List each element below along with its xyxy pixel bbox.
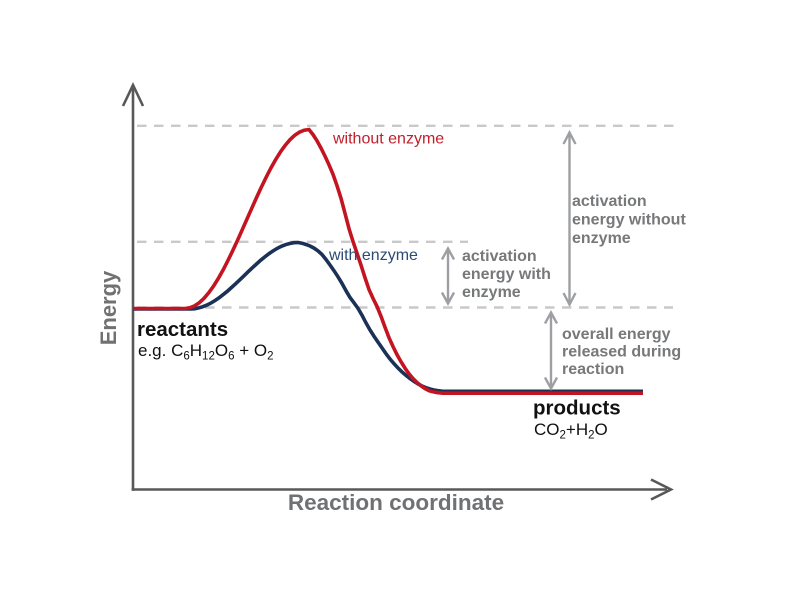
svg-text:enzyme: enzyme: [462, 284, 521, 301]
svg-text:CO2+H2O: CO2+H2O: [534, 420, 608, 442]
svg-text:activation: activation: [572, 193, 647, 210]
svg-text:energy with: energy with: [462, 266, 551, 283]
svg-text:e.g. C6H12O6 + O2: e.g. C6H12O6 + O2: [138, 341, 274, 363]
svg-text:with enzyme: with enzyme: [328, 247, 418, 264]
svg-text:Energy: Energy: [96, 270, 121, 345]
svg-text:Reaction coordinate: Reaction coordinate: [288, 490, 504, 515]
svg-text:enzyme: enzyme: [572, 230, 631, 247]
svg-text:energy without: energy without: [572, 212, 686, 229]
svg-text:without enzyme: without enzyme: [332, 131, 444, 148]
svg-text:reactants: reactants: [137, 318, 228, 341]
svg-text:overall energy: overall energy: [562, 326, 671, 343]
svg-text:products: products: [533, 397, 621, 420]
svg-text:reaction: reaction: [562, 361, 624, 378]
svg-text:activation: activation: [462, 248, 537, 265]
svg-text:released during: released during: [562, 344, 681, 361]
